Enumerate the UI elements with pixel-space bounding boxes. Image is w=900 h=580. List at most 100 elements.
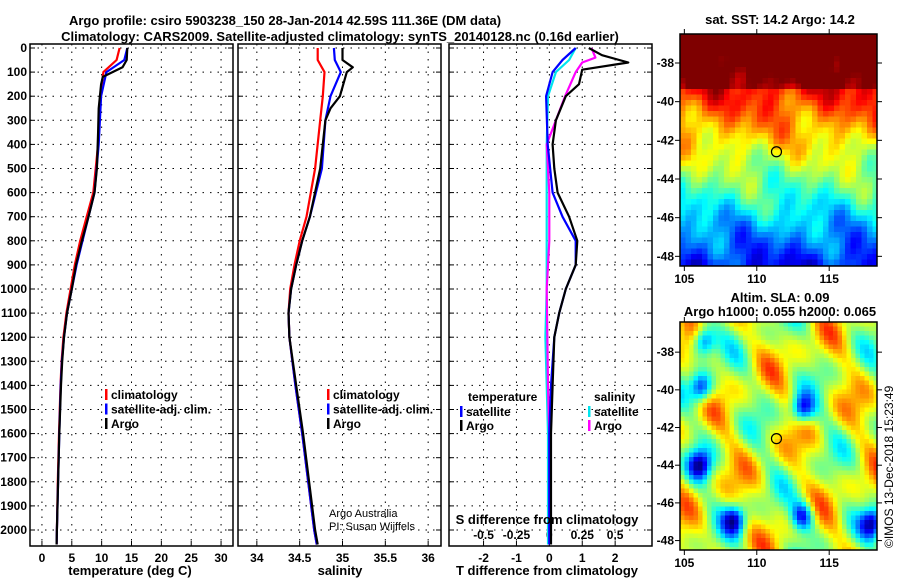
legend-swatch [460,406,463,417]
y-tick-label: 2000 [0,523,27,537]
y-tick-label: 1100 [1,306,27,320]
lat-tick-label: -38 [657,56,675,70]
lon-tick-label: 115 [820,556,840,570]
lon-tick-label: 110 [747,556,767,570]
plot-frame [29,43,234,547]
map-frame [679,33,878,267]
float-position-marker [770,433,783,445]
sla-map-subtitle: Argo h1000: 0.055 h2000: 0.065 [684,304,876,319]
legend-title: temperature [468,390,538,404]
s-difference-axis-label: S difference from climatology [456,512,640,527]
float-position-marker [770,146,783,158]
y-tick-label: 400 [7,137,27,151]
plot-frame [237,43,442,547]
y-tick-label: 1300 [0,354,27,368]
lat-tick-label: -48 [657,534,675,548]
temperature-axis-label: temperature (deg C) [68,563,192,578]
sst-map: 105 110 115 -38 -40 -42 -44 -46 -48 [657,29,882,286]
x-tick-label: 35.5 [374,551,398,565]
temperature-panel: 0 5 10 15 20 25 300100200300400500600700800900… [0,41,234,565]
sla-map: 105 110 115 -38 -40 -42 -44 -46 -48 [657,317,882,570]
title-line-2: Climatology: CARS2009. Satellite-adjuste… [61,29,619,44]
x-tick-label: 35 [336,551,350,565]
series-line-argo [287,48,354,545]
y-tick-label: 1700 [0,451,27,465]
series-line-s-argo [545,47,597,545]
y-tick-label: 100 [7,65,27,79]
lon-tick-label: 110 [747,272,767,286]
map-cells [680,34,877,266]
lat-tick-label: -44 [657,172,675,186]
legend-swatch [327,418,330,429]
x-tick-label: 25 [185,551,199,565]
x-tick-label: 1 [579,551,586,565]
lat-tick-label: -42 [657,133,675,147]
y-tick-label: 200 [7,89,27,103]
x-tick-label: 30 [214,551,228,565]
t-difference-axis-label: T difference from climatology [456,563,639,578]
lat-tick-label: -48 [657,249,675,263]
x-tick-label: 10 [95,551,109,565]
x-tick-label: -2 [478,551,489,565]
lat-tick-label: -46 [657,496,675,510]
x-tick-label: 34.5 [288,551,312,565]
legend-label: satellite [466,405,511,419]
s-tick-label: 0.25 [571,528,595,542]
salinity-panel: 34 34.5 35 35.5 36 climatologysatellite-adj. … [237,43,442,565]
series-line-climatology [55,47,121,545]
lat-tick-label: -42 [657,421,675,435]
s-tick-label: -0.25 [503,528,531,542]
x-tick-label: -1 [511,551,522,565]
salinity-axis-label: salinity [318,563,364,578]
x-tick-label: 2 [612,551,619,565]
series-line-argo [55,47,129,545]
legend-label: climatology [333,388,400,402]
sla-map-title: Altim. SLA: 0.09 [731,290,830,305]
legend-swatch [105,418,108,429]
legend-swatch [460,420,463,431]
sst-map-title: sat. SST: 14.2 Argo: 14.2 [705,12,855,27]
lat-tick-label: -38 [657,345,675,359]
y-tick-label: 600 [7,186,27,200]
y-tick-label: 800 [7,234,27,248]
lat-tick-label: -40 [657,383,675,397]
y-tick-label: 1200 [0,330,27,344]
lat-tick-label: -46 [657,211,675,225]
y-tick-label: 1800 [0,475,27,489]
x-tick-label: 34 [250,551,264,565]
x-tick-label: 15 [125,551,139,565]
legend-swatch [105,403,108,415]
legend-label: Argo [594,419,622,433]
legend-swatch [327,403,330,415]
credit-line-1: Argo Australia [329,508,398,520]
legend-label: Argo [333,417,361,431]
credit-line-2: PI: Susan Wijffels [329,521,415,533]
series-line-t-argo [549,47,630,545]
legend-label: Argo [466,419,494,433]
y-tick-label: 1400 [0,378,27,392]
legend-label: Argo [111,417,139,431]
legend-label: satellite-adj. clim. [333,403,433,417]
y-tick-label: 900 [7,258,27,272]
series-line-satellite-adj-clim- [55,47,129,545]
y-tick-label: 1900 [0,499,27,513]
legend-swatch [327,389,330,400]
legend-swatch [588,406,591,417]
s-tick-label: 0.5 [607,528,624,542]
lon-tick-label: 105 [674,272,694,286]
map-cells [680,322,877,550]
plot-frame [448,43,653,547]
y-tick-label: 300 [7,113,27,127]
x-tick-label: 0 [39,551,46,565]
map-frame [679,321,878,551]
lat-tick-label: -40 [657,95,675,109]
series-line-s-satellite [544,47,577,545]
legend-swatch [105,389,108,400]
lon-tick-label: 115 [820,272,840,286]
y-tick-label: 500 [7,162,27,176]
legend-label: climatology [111,388,178,402]
s-tick-label: -0.5 [473,528,494,542]
legend-label: satellite-adj. clim. [111,403,211,417]
